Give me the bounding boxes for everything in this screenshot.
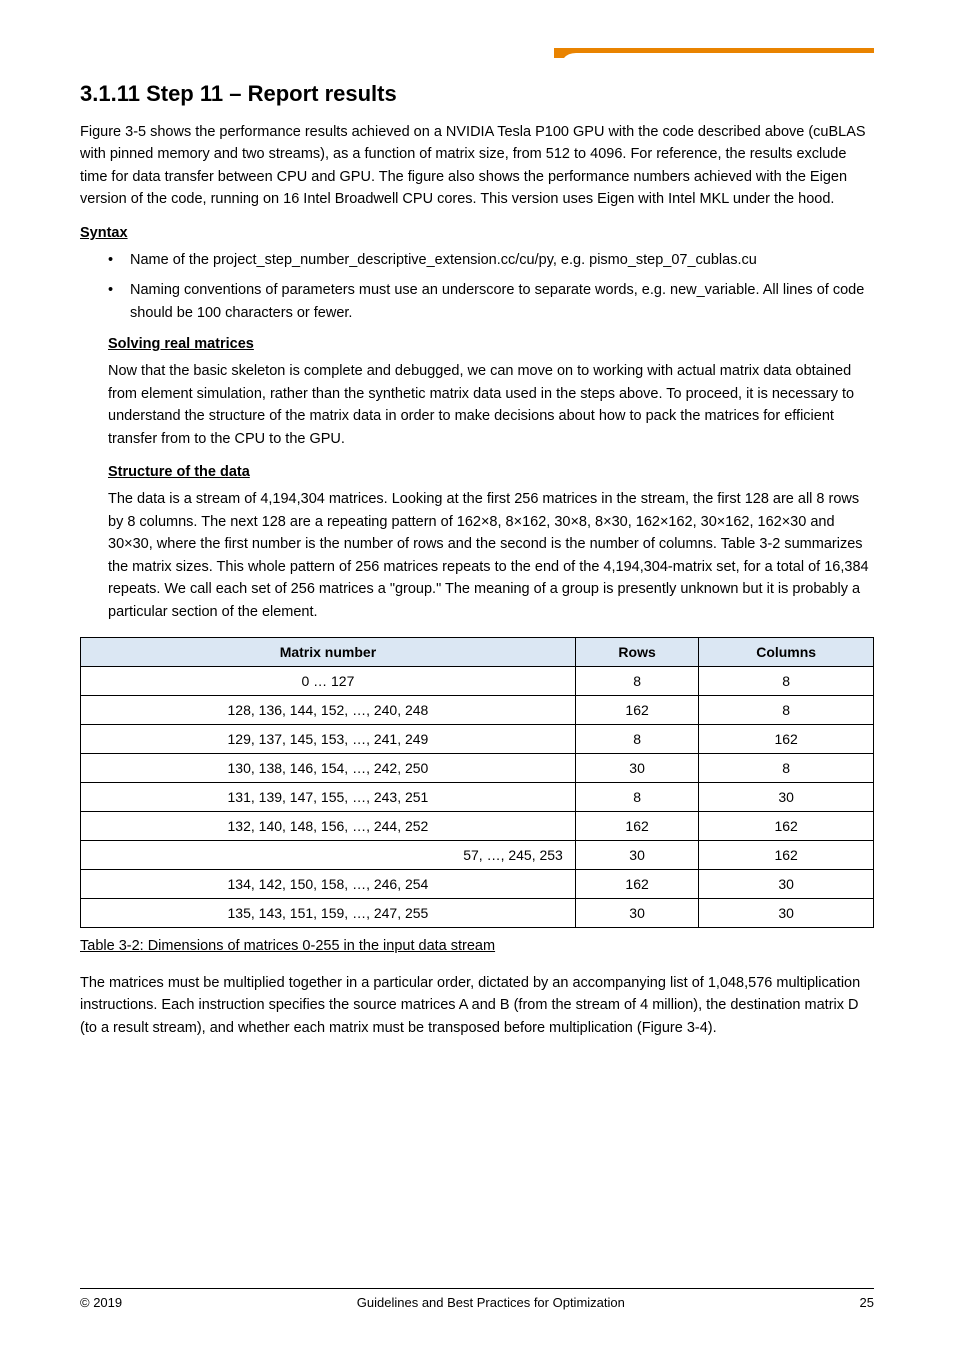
page: 3.1.11 Step 11 – Report results Figure 3… bbox=[0, 0, 954, 1350]
table-row: 132, 140, 148, 156, …, 244, 252162162 bbox=[81, 811, 874, 840]
syntax-bullet-list: Name of the project_step_number_descript… bbox=[80, 249, 874, 324]
table-row: 130, 138, 146, 154, …, 242, 250308 bbox=[81, 753, 874, 782]
paragraph-closing: The matrices must be multiplied together… bbox=[80, 972, 874, 1039]
table-header-cell: Matrix number bbox=[81, 637, 576, 666]
table-row: 57, …, 245, 25330162 bbox=[81, 840, 874, 869]
table-header-row: Matrix number Rows Columns bbox=[81, 637, 874, 666]
table-header-cell: Rows bbox=[575, 637, 698, 666]
table-row: 135, 143, 151, 159, …, 247, 2553030 bbox=[81, 898, 874, 927]
table-row: 0 … 12788 bbox=[81, 666, 874, 695]
table-caption: Table 3-2: Dimensions of matrices 0-255 … bbox=[80, 938, 874, 954]
page-footer: © 2019 Guidelines and Best Practices for… bbox=[80, 1288, 874, 1310]
paragraph-structure: The data is a stream of 4,194,304 matric… bbox=[80, 488, 874, 623]
banner-right-bar bbox=[594, 48, 874, 53]
table-row: 131, 139, 147, 155, …, 243, 251830 bbox=[81, 782, 874, 811]
matrix-dimensions-table: Matrix number Rows Columns 0 … 12788 128… bbox=[80, 637, 874, 928]
table-body: 0 … 12788 128, 136, 144, 152, …, 240, 24… bbox=[81, 666, 874, 927]
list-item: Name of the project_step_number_descript… bbox=[108, 249, 874, 271]
subheading-structure: Structure of the data bbox=[80, 464, 874, 480]
subheading-matrices: Solving real matrices bbox=[80, 336, 874, 352]
table-row: 134, 142, 150, 158, …, 246, 25416230 bbox=[81, 869, 874, 898]
paragraph-matrices: Now that the basic skeleton is complete … bbox=[80, 360, 874, 450]
subheading-syntax: Syntax bbox=[80, 225, 874, 241]
header-banner bbox=[80, 48, 874, 53]
footer-page-number: 25 bbox=[860, 1295, 874, 1310]
table-row: 128, 136, 144, 152, …, 240, 2481628 bbox=[81, 695, 874, 724]
footer-doc-title: Guidelines and Best Practices for Optimi… bbox=[122, 1295, 859, 1310]
table-header-cell: Columns bbox=[699, 637, 874, 666]
footer-copyright: © 2019 bbox=[80, 1295, 122, 1310]
list-item: Naming conventions of parameters must us… bbox=[108, 279, 874, 324]
table-row: 129, 137, 145, 153, …, 241, 2498162 bbox=[81, 724, 874, 753]
section-title: 3.1.11 Step 11 – Report results bbox=[80, 81, 874, 107]
paragraph-intro: Figure 3-5 shows the performance results… bbox=[80, 121, 874, 211]
